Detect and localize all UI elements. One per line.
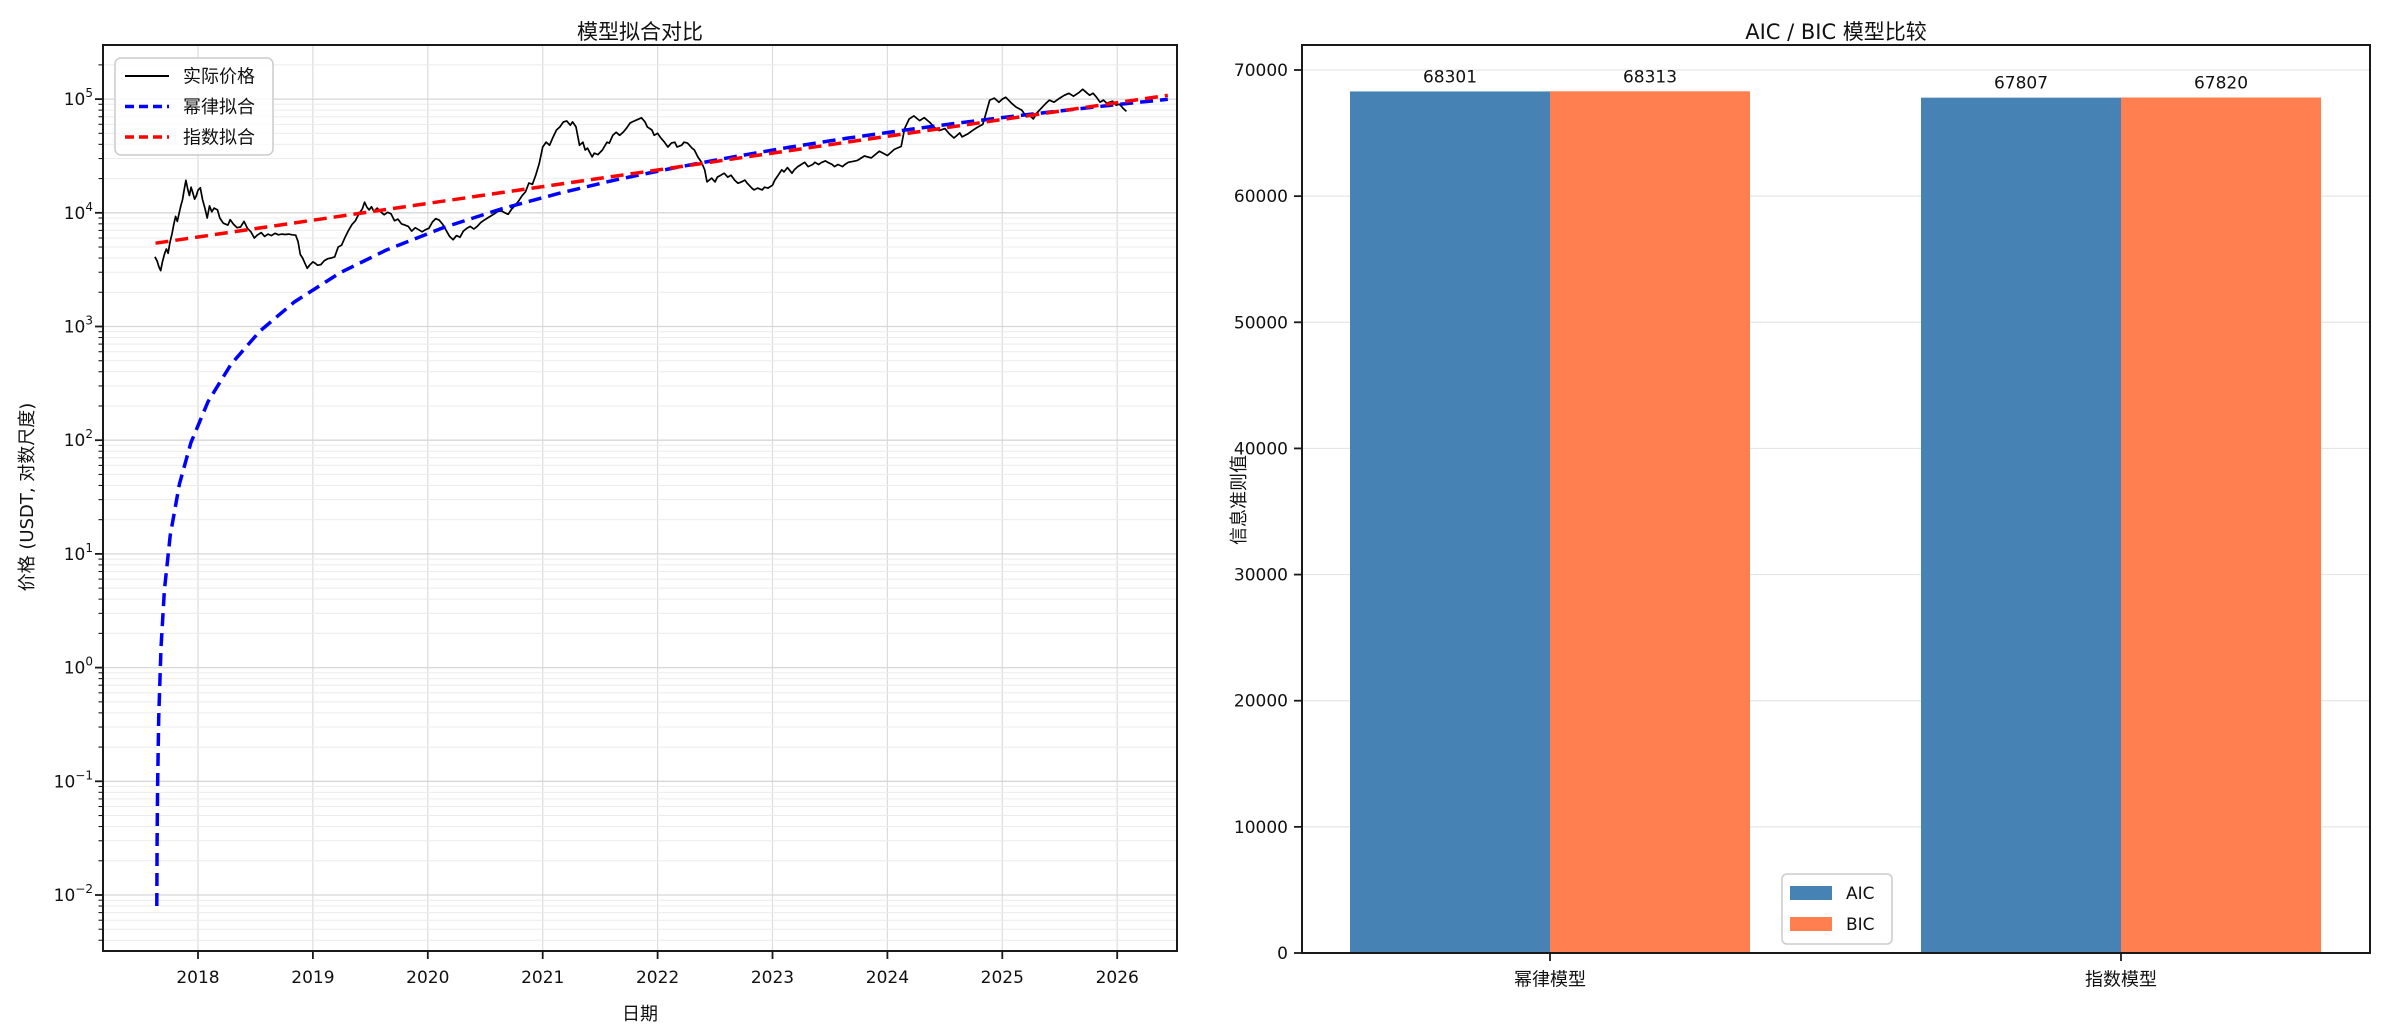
y-tick-label: 10−1 xyxy=(54,768,93,792)
legend-label: 幂律拟合 xyxy=(183,97,255,118)
x-tick-label: 2023 xyxy=(751,968,794,988)
legend-swatch xyxy=(1790,917,1832,931)
bar-value-label: 67807 xyxy=(1994,74,2048,94)
right-chart: 68301 68313 67807 67820 0 10000 20000 30000 4000… xyxy=(1234,44,2371,991)
x-tick-label: 2022 xyxy=(636,968,679,988)
y-tick-label: 10000 xyxy=(1234,818,1288,838)
x-tick-label: 幂律模型 xyxy=(1514,970,1586,991)
x-tick-label: 2020 xyxy=(406,968,449,988)
y-tick-label: 20000 xyxy=(1234,692,1288,712)
legend-label: AIC xyxy=(1846,884,1875,904)
y-tick-label: 40000 xyxy=(1234,439,1288,459)
bars: 68301 68313 67807 67820 xyxy=(1350,67,2321,954)
y-tick-label: 50000 xyxy=(1234,313,1288,333)
left-tick-labels: 2018 2019 2020 2021 2022 2023 2024 2025 2026 105 1… xyxy=(54,86,1139,988)
left-chart-title: 模型拟合对比 xyxy=(577,20,703,44)
right-plot-border xyxy=(1301,44,2371,954)
y-tick-label: 60000 xyxy=(1234,187,1288,207)
left-x-axis-label: 日期 xyxy=(622,1004,658,1025)
left-plot-border xyxy=(102,44,1178,952)
exponential-fit-line xyxy=(155,93,1169,245)
legend-swatch xyxy=(1790,886,1832,900)
y-tick-label: 0 xyxy=(1277,944,1288,964)
right-ticks: 0 10000 20000 30000 40000 50000 60000 70000 幂律模型… xyxy=(1234,61,2157,991)
legend-label: BIC xyxy=(1846,915,1875,935)
y-tick-label: 30000 xyxy=(1234,566,1288,586)
legend-box xyxy=(114,57,274,156)
bic-bar xyxy=(2121,97,2321,953)
x-tick-label: 2021 xyxy=(521,968,564,988)
left-ticks xyxy=(95,64,1119,959)
aic-bar xyxy=(1350,91,1550,954)
x-tick-label: 2025 xyxy=(981,968,1024,988)
y-tick-label: 100 xyxy=(64,655,93,679)
legend-label: 实际价格 xyxy=(183,67,255,88)
left-chart: 2018 2019 2020 2021 2022 2023 2024 2025 2026 105 1… xyxy=(54,44,1178,988)
x-tick-label: 2019 xyxy=(291,968,334,988)
y-tick-label: 104 xyxy=(64,200,93,224)
aic-bar xyxy=(1921,97,2121,953)
x-tick-label: 2024 xyxy=(866,968,909,988)
y-tick-label: 105 xyxy=(64,86,93,110)
legend-box xyxy=(1781,873,1893,945)
x-tick-label: 指数模型 xyxy=(2085,970,2157,991)
y-tick-label: 103 xyxy=(64,314,93,338)
x-tick-label: 2026 xyxy=(1096,968,1139,988)
left-series xyxy=(154,88,1169,907)
actual-price-line xyxy=(154,88,1127,272)
y-tick-label: 70000 xyxy=(1234,61,1288,81)
power-law-fit-line xyxy=(155,97,1168,907)
y-tick-label: 101 xyxy=(64,541,93,565)
legend-label: 指数拟合 xyxy=(183,128,255,149)
bar-value-label: 68313 xyxy=(1623,67,1677,87)
y-tick-label: 102 xyxy=(64,427,93,451)
bic-bar xyxy=(1550,91,1750,954)
bar-value-label: 67820 xyxy=(2194,73,2248,93)
right-chart-title: AIC / BIC 模型比较 xyxy=(1745,20,1927,44)
y-tick-label: 10−2 xyxy=(54,882,93,906)
x-tick-label: 2018 xyxy=(176,968,219,988)
left-grid xyxy=(103,45,1177,951)
bar-value-label: 68301 xyxy=(1423,67,1477,87)
right-legend: AIC BIC xyxy=(1781,873,1893,945)
